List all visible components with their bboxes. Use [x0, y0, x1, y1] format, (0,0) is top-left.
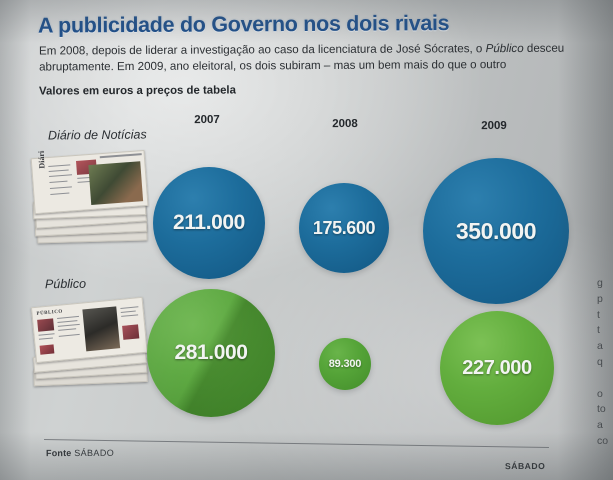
- bubble-publico-2007[interactable]: 281.000: [147, 289, 275, 417]
- article-standfirst: Em 2008, depois de liderar a investigaçã…: [39, 41, 605, 75]
- bubble-dn-2008[interactable]: 175.600: [299, 183, 389, 273]
- edge-line-3: t: [597, 308, 600, 321]
- bubble-value-dn-2007: 211.000: [173, 211, 245, 234]
- page-title: A publicidade do Governo nos dois rivais: [37, 11, 450, 38]
- source-label: Fonte: [45, 448, 72, 459]
- standfirst-emphasis: Público: [485, 41, 524, 56]
- bubble-publico-2008[interactable]: 89.300: [319, 338, 371, 390]
- series-label-diario-de-noticias: Diário de Notícias: [47, 127, 147, 143]
- footer-divider: [44, 439, 549, 448]
- edge-line-5: a: [597, 340, 603, 353]
- year-header-2008: 2008: [332, 117, 358, 131]
- edge-line-10: a: [597, 419, 603, 432]
- bubble-publico-2009[interactable]: 227.000: [440, 311, 554, 425]
- edge-line-2: p: [597, 292, 603, 305]
- bubble-value-publico-2007: 281.000: [174, 341, 248, 364]
- bubble-value-dn-2009: 350.000: [455, 217, 537, 244]
- bubble-value-publico-2008: 89.300: [328, 358, 362, 370]
- edge-line-11: co: [597, 434, 609, 447]
- bubble-dn-2009[interactable]: 350.000: [423, 158, 569, 304]
- edge-line-4: t: [597, 324, 600, 337]
- year-header-2007: 2007: [194, 113, 220, 127]
- bubble-value-dn-2008: 175.600: [312, 217, 376, 238]
- source-line: Fonte SÁBADO: [46, 448, 114, 458]
- units-note: Valores em euros a preços de tabela: [38, 84, 236, 98]
- source-name: SÁBADO: [74, 447, 115, 459]
- year-header-2009: 2009: [481, 119, 507, 133]
- photo-diario-de-noticias-stack: Diário de Notícias: [29, 145, 153, 273]
- edge-line-1: g: [597, 277, 603, 289]
- edge-line-6: q: [597, 355, 603, 368]
- bubble-dn-2007[interactable]: 211.000: [153, 167, 265, 279]
- edge-line-7: [597, 371, 613, 387]
- adjacent-column-text: g p t t a q o to a co: [597, 276, 613, 450]
- magazine-credit: SÁBADO: [504, 460, 546, 472]
- standfirst-text-1: Em 2008, depois de liderar a investigaçã…: [38, 42, 486, 58]
- edge-line-9: to: [597, 403, 606, 416]
- photo-publico-stack: PÚBLICO: [26, 294, 154, 414]
- series-label-publico: Público: [44, 276, 87, 292]
- publico-masthead-text: PÚBLICO: [36, 309, 64, 317]
- dn-masthead-text: Diário de Notícias: [35, 145, 46, 169]
- edge-line-8: o: [597, 387, 603, 400]
- bubble-value-publico-2009: 227.000: [462, 356, 532, 379]
